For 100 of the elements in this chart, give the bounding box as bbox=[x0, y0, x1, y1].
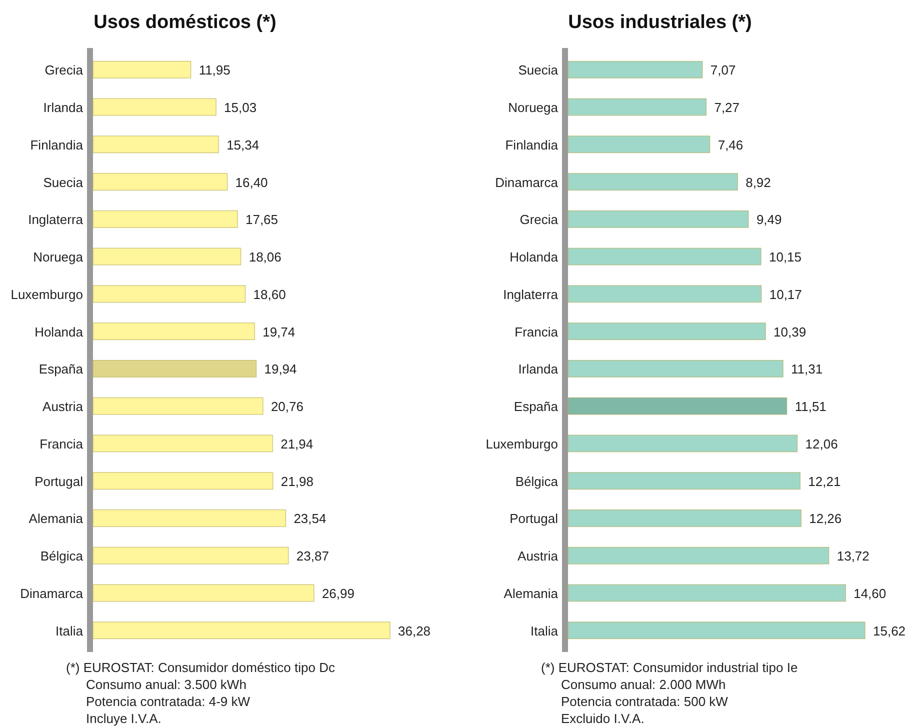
data-label: 15,03 bbox=[224, 100, 257, 116]
data-label: 13,72 bbox=[836, 548, 870, 564]
y-tick-label: Grecia bbox=[520, 212, 559, 228]
data-label: 12,06 bbox=[805, 436, 838, 452]
data-label: 7,27 bbox=[714, 100, 740, 116]
data-label: 19,74 bbox=[262, 324, 296, 340]
data-label: 36,28 bbox=[398, 623, 431, 638]
bar bbox=[568, 248, 762, 266]
bar bbox=[568, 397, 788, 415]
bar bbox=[92, 584, 314, 602]
bar bbox=[568, 136, 710, 154]
bar bbox=[92, 510, 286, 527]
bar bbox=[568, 60, 703, 78]
bar bbox=[92, 546, 289, 564]
data-label: 11,31 bbox=[791, 362, 823, 377]
chart-title: Usos industriales (*) bbox=[568, 12, 752, 33]
bar bbox=[92, 322, 255, 340]
y-tick-label: Noruega bbox=[33, 250, 84, 265]
data-label: 11,95 bbox=[198, 62, 230, 78]
text: Potencia contratada: 500 kW bbox=[561, 694, 729, 709]
y-tick-label: Italia bbox=[530, 623, 559, 638]
bar bbox=[568, 173, 738, 190]
data-label: 23,87 bbox=[296, 548, 329, 564]
data-label: 7,07 bbox=[710, 62, 736, 78]
data-label: 10,15 bbox=[768, 250, 802, 265]
y-tick-label: Dinamarca bbox=[20, 586, 84, 601]
y-tick-label: Finlandia bbox=[30, 137, 84, 152]
data-label: 21,98 bbox=[280, 474, 314, 489]
y-tick-label: Austria bbox=[42, 399, 84, 414]
data-label: 14,60 bbox=[854, 586, 886, 601]
data-label: 18,60 bbox=[253, 286, 286, 302]
bar bbox=[92, 210, 238, 228]
text: Incluye I.V.A. bbox=[86, 711, 162, 726]
bar bbox=[568, 98, 706, 116]
y-tick-label: Noruega bbox=[508, 100, 559, 116]
data-label: 21,94 bbox=[280, 436, 314, 452]
bar bbox=[92, 360, 256, 378]
data-label: 8,92 bbox=[746, 174, 771, 190]
y-tick-label: Holanda bbox=[510, 250, 559, 265]
y-tick-label: Irlanda bbox=[518, 362, 559, 377]
data-label: 12,26 bbox=[809, 511, 842, 526]
y-tick-label: Dinamarca bbox=[495, 174, 559, 190]
bar bbox=[92, 60, 192, 78]
y-tick-label: Alemania bbox=[28, 511, 84, 526]
bar bbox=[568, 434, 798, 452]
bar bbox=[92, 472, 274, 490]
data-label: 9,49 bbox=[756, 212, 782, 228]
y-tick-label: Bélgica bbox=[40, 548, 84, 564]
bar bbox=[92, 173, 228, 190]
bar bbox=[568, 285, 762, 303]
text: Consumo anual: 2.000 MWh bbox=[561, 677, 726, 692]
data-label: 10,39 bbox=[774, 324, 806, 340]
data-label: 17,65 bbox=[245, 212, 278, 228]
data-label: 18,06 bbox=[248, 250, 282, 265]
bar bbox=[92, 248, 242, 266]
data-label: 12,21 bbox=[808, 474, 841, 489]
data-label: 15,62 bbox=[873, 623, 906, 638]
bar bbox=[92, 434, 273, 452]
y-tick-label: Finlandia bbox=[505, 137, 559, 152]
y-tick-label: Francia bbox=[40, 436, 84, 452]
y-tick-label: Suecia bbox=[518, 62, 559, 78]
data-label: 20,76 bbox=[270, 399, 304, 414]
bar bbox=[568, 210, 749, 228]
bar bbox=[92, 136, 219, 154]
bar bbox=[92, 622, 390, 640]
data-label: 23,54 bbox=[294, 511, 326, 526]
y-tick-label: Alemania bbox=[504, 586, 559, 601]
bar bbox=[568, 584, 846, 602]
y-tick-label: Irlanda bbox=[43, 100, 84, 116]
bar bbox=[92, 285, 246, 303]
text: Consumo anual: 3.500 kWh bbox=[86, 677, 246, 692]
chart-title: Usos domésticos (*) bbox=[94, 12, 276, 33]
data-label: 16,40 bbox=[235, 174, 268, 190]
data-label: 11,51 bbox=[794, 399, 826, 414]
y-tick-label: Bélgica bbox=[515, 474, 559, 489]
text: Excluido I.V.A. bbox=[561, 711, 644, 726]
y-tick-label: Austria bbox=[518, 548, 559, 564]
data-label: 10,17 bbox=[769, 286, 802, 302]
bar bbox=[92, 98, 216, 116]
y-tick-label: Francia bbox=[514, 324, 559, 340]
bar bbox=[568, 546, 830, 564]
y-tick-label: Italia bbox=[56, 623, 84, 638]
data-label: 26,99 bbox=[322, 586, 354, 601]
y-tick-label: Portugal bbox=[34, 474, 84, 489]
y-tick-label: España bbox=[38, 362, 84, 377]
y-tick-label: Inglaterra bbox=[28, 212, 84, 228]
bar bbox=[568, 622, 866, 640]
data-label: 7,46 bbox=[718, 137, 744, 152]
text: (*) EUROSTAT: Consumidor industrial tipo Ie bbox=[541, 660, 798, 675]
bar bbox=[568, 472, 800, 490]
data-label: 15,34 bbox=[226, 137, 260, 152]
bar bbox=[92, 397, 264, 415]
text: Potencia contratada: 4-9 kW bbox=[86, 694, 251, 709]
data-label: 19,94 bbox=[264, 362, 297, 377]
y-tick-label: Portugal bbox=[510, 511, 558, 526]
y-tick-label: España bbox=[514, 399, 559, 414]
y-tick-label: Luxemburgo bbox=[10, 286, 83, 302]
y-tick-label: Holanda bbox=[34, 324, 84, 340]
bar bbox=[568, 322, 766, 340]
y-tick-label: Suecia bbox=[43, 174, 84, 190]
